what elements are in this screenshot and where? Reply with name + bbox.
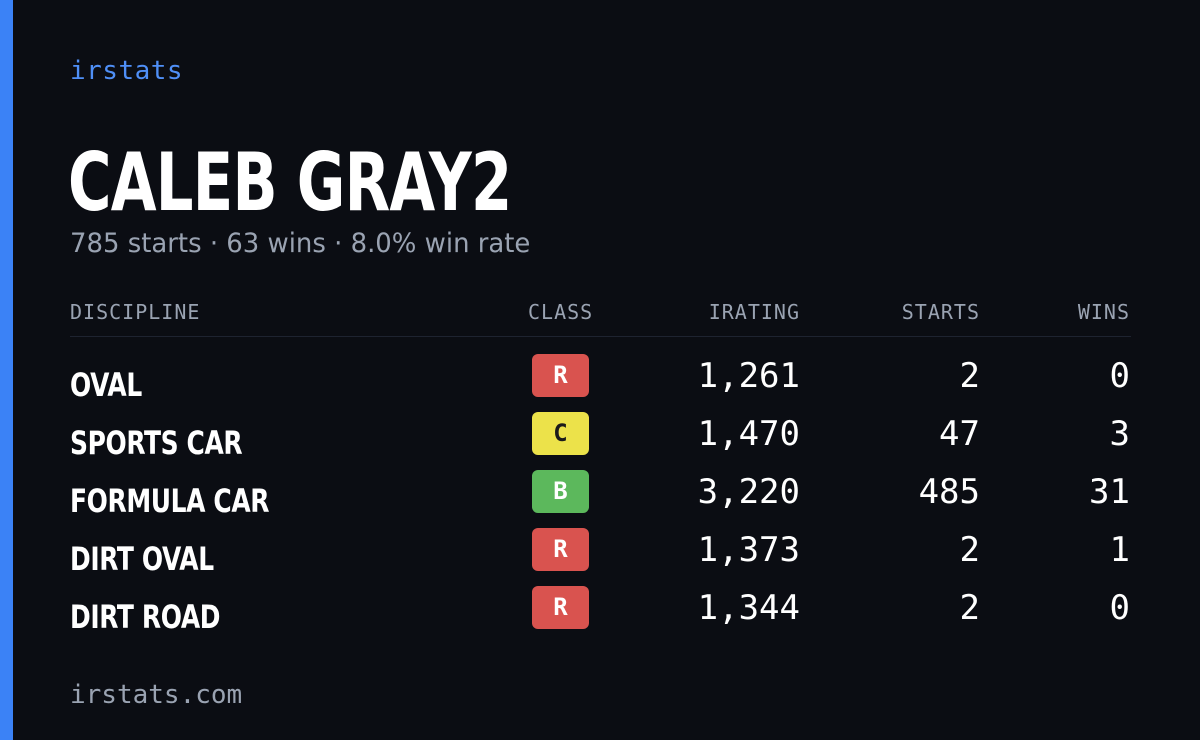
table-row: DIRT OVAL R 1,373 2 1 xyxy=(70,528,1131,586)
irating-value: 1,470 xyxy=(697,414,800,454)
driver-name: CALEB GRAY2 xyxy=(68,136,512,229)
discipline-name: OVAL xyxy=(70,366,142,404)
table-header: DISCIPLINE CLASS IRATING STARTS WINS xyxy=(70,300,1131,337)
license-class-badge: R xyxy=(532,528,589,571)
header-wins: WINS xyxy=(1077,300,1130,324)
brand-logo[interactable]: irstats xyxy=(70,56,184,86)
discipline-name: SPORTS CAR xyxy=(70,424,243,462)
starts-value: 47 xyxy=(939,414,980,454)
irating-value: 1,344 xyxy=(697,588,800,628)
discipline-name: DIRT ROAD xyxy=(70,598,221,636)
wins-value: 3 xyxy=(1109,414,1130,454)
license-class-badge: R xyxy=(532,586,589,629)
license-class-badge: R xyxy=(532,354,589,397)
header-discipline: DISCIPLINE xyxy=(70,300,201,324)
license-class-badge: B xyxy=(532,470,589,513)
wins-value: 0 xyxy=(1109,588,1130,628)
table-row: DIRT ROAD R 1,344 2 0 xyxy=(70,586,1131,644)
footer-url[interactable]: irstats.com xyxy=(70,680,243,710)
discipline-name: DIRT OVAL xyxy=(70,540,214,578)
accent-bar xyxy=(0,0,13,740)
table-row: FORMULA CAR B 3,220 485 31 xyxy=(70,470,1131,528)
wins-value: 0 xyxy=(1109,356,1130,396)
irating-value: 1,373 xyxy=(697,530,800,570)
driver-summary: 785 starts · 63 wins · 8.0% win rate xyxy=(70,228,531,259)
starts-value: 2 xyxy=(959,530,980,570)
discipline-name: FORMULA CAR xyxy=(70,482,270,520)
header-starts: STARTS xyxy=(901,300,980,324)
wins-value: 31 xyxy=(1089,472,1130,512)
irating-value: 3,220 xyxy=(697,472,800,512)
header-class: CLASS xyxy=(528,300,594,324)
header-irating: IRATING xyxy=(708,300,800,324)
table-row: OVAL R 1,261 2 0 xyxy=(70,354,1131,412)
starts-value: 485 xyxy=(918,472,980,512)
license-class-badge: C xyxy=(532,412,589,455)
starts-value: 2 xyxy=(959,588,980,628)
irating-value: 1,261 xyxy=(697,356,800,396)
wins-value: 1 xyxy=(1109,530,1130,570)
table-row: SPORTS CAR C 1,470 47 3 xyxy=(70,412,1131,470)
starts-value: 2 xyxy=(959,356,980,396)
